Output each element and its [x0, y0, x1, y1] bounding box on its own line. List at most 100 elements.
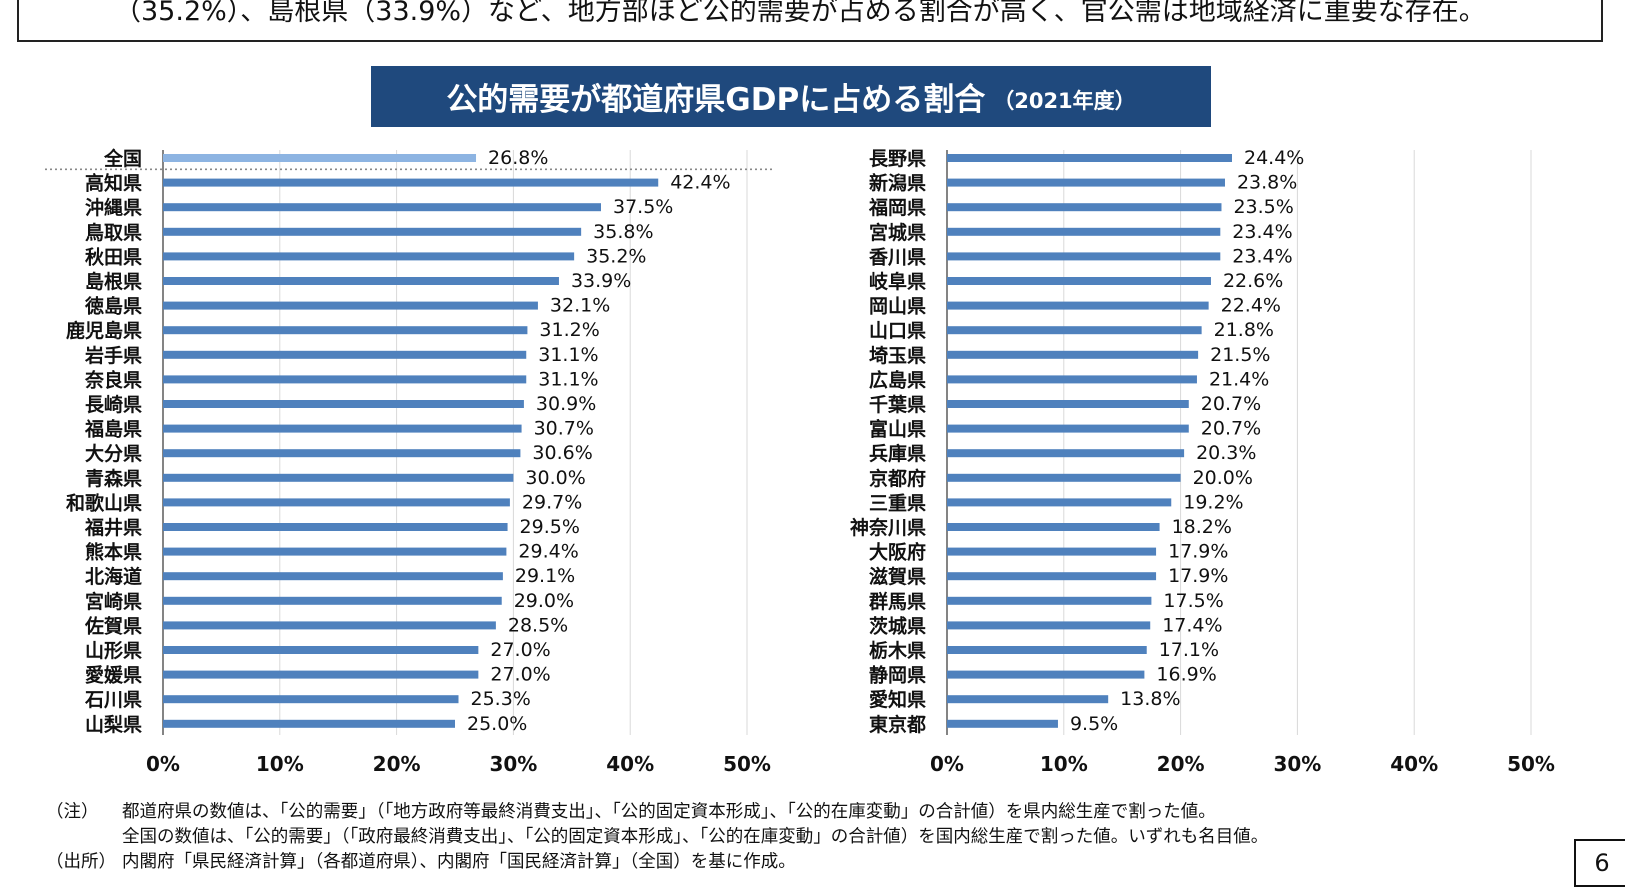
- bar: [947, 252, 1221, 261]
- bar: [947, 400, 1189, 408]
- bar: [163, 400, 524, 408]
- data-label: 29.1%: [515, 565, 575, 587]
- bar: [947, 326, 1202, 335]
- category-label: 静岡県: [869, 664, 926, 687]
- note-text: 内閣府「県民経済計算」（各都道府県）、内閣府「国民経済計算」（全国）を基に作成。: [122, 852, 796, 872]
- category-label: 高知県: [85, 172, 142, 195]
- footnotes: （注） 都道府県の数値は、「公的需要」（「地方政府等最終消費支出」、「公的固定資…: [46, 800, 1268, 875]
- x-tick-label: 40%: [1390, 752, 1438, 776]
- category-label: 栃木県: [869, 639, 926, 662]
- data-label: 30.7%: [534, 418, 594, 440]
- category-label: 兵庫県: [869, 442, 926, 465]
- category-label: 徳島県: [84, 295, 142, 318]
- data-label: 23.4%: [1232, 245, 1292, 267]
- category-label: 熊本県: [85, 541, 142, 564]
- category-label: 岐阜県: [869, 270, 926, 293]
- bar: [947, 646, 1147, 654]
- note-head: [46, 825, 122, 850]
- data-label: 23.5%: [1233, 196, 1293, 218]
- category-label: 全国: [103, 147, 142, 170]
- category-label: 茨城県: [869, 614, 926, 637]
- data-label: 30.0%: [525, 467, 585, 489]
- bar: [947, 154, 1232, 162]
- category-label: 山口県: [869, 320, 926, 342]
- category-label: 大分県: [85, 442, 142, 465]
- data-label: 17.1%: [1159, 639, 1219, 661]
- data-label: 21.5%: [1210, 344, 1270, 366]
- data-label: 17.9%: [1168, 565, 1228, 587]
- bar: [947, 719, 1058, 728]
- x-tick-label: 50%: [723, 752, 771, 776]
- data-label: 29.7%: [522, 491, 582, 513]
- data-label: 19.2%: [1183, 491, 1243, 513]
- x-tick-label: 0%: [930, 752, 964, 776]
- category-label: 滋賀県: [869, 565, 926, 588]
- category-label: 山形県: [85, 640, 142, 662]
- chart-title: 公的需要が都道府県GDPに占める割合: [446, 82, 986, 118]
- category-label: 鹿児島県: [66, 319, 142, 342]
- data-label: 27.0%: [490, 639, 550, 661]
- bar: [163, 646, 479, 654]
- category-label: 北海道: [85, 565, 142, 588]
- data-label: 17.9%: [1168, 541, 1228, 563]
- data-label: 25.3%: [471, 688, 531, 710]
- x-tick-label: 30%: [489, 752, 537, 776]
- bar: [163, 498, 510, 507]
- bar: [163, 473, 514, 482]
- category-label: 香川県: [868, 246, 926, 268]
- bar: [163, 449, 521, 458]
- data-label: 24.4%: [1244, 147, 1304, 169]
- category-label: 群馬県: [868, 590, 926, 613]
- category-label: 新潟県: [869, 172, 926, 195]
- bar: [163, 326, 528, 335]
- bar: [947, 449, 1185, 458]
- bar: [163, 670, 479, 679]
- bar-charts: 0% 10% 20% 30% 40% 50% 全国 26.8% 高知県 42.4% 沖縄県 37.5%…: [45, 147, 1555, 776]
- data-label: 17.4%: [1162, 614, 1222, 636]
- category-label: 福岡県: [868, 196, 926, 219]
- bar: [947, 350, 1199, 359]
- bar: [947, 424, 1189, 433]
- category-label: 鳥取県: [85, 221, 142, 244]
- bar: [947, 670, 1145, 679]
- category-label: 千葉県: [869, 394, 926, 416]
- bar: [163, 572, 503, 581]
- bar: [947, 301, 1209, 310]
- note-head: （注）: [46, 802, 99, 822]
- x-tick-label: 40%: [606, 752, 654, 776]
- category-label: 石川県: [84, 689, 142, 711]
- page-number: 6: [1574, 839, 1625, 887]
- category-label: 山梨県: [85, 713, 142, 736]
- bar: [947, 572, 1157, 581]
- data-label: 27.0%: [490, 664, 550, 686]
- x-tick-label: 20%: [373, 752, 421, 776]
- note-head: （出所）: [46, 852, 116, 872]
- data-label: 16.9%: [1156, 664, 1216, 686]
- category-label: 佐賀県: [84, 614, 142, 637]
- data-label: 29.0%: [514, 590, 574, 612]
- bar: [947, 596, 1152, 605]
- x-tick-label: 20%: [1157, 752, 1205, 776]
- category-label: 沖縄県: [85, 196, 142, 219]
- bar: [163, 301, 538, 310]
- data-label: 29.4%: [518, 541, 578, 563]
- bar: [947, 695, 1109, 704]
- bar: [947, 523, 1160, 531]
- category-label: 大阪府: [869, 541, 926, 564]
- category-label: 富山県: [869, 418, 926, 441]
- data-label: 20.7%: [1201, 418, 1261, 440]
- bar: [947, 203, 1222, 212]
- bar: [947, 547, 1157, 556]
- data-label: 35.8%: [593, 221, 653, 243]
- data-label: 22.6%: [1223, 270, 1283, 292]
- summary-text: （35.2%）、島根県（33.9%）など、地方部ほど公的需要が占める割合が高く、…: [114, 0, 1486, 27]
- bar: [163, 621, 496, 630]
- bar: [947, 178, 1225, 187]
- bar: [163, 547, 507, 556]
- bar: [947, 498, 1172, 507]
- note-text: 都道府県の数値は、「公的需要」（「地方政府等最終消費支出」、「公的固定資本形成」…: [122, 802, 1216, 822]
- bar: [947, 621, 1151, 630]
- x-tick-label: 30%: [1273, 752, 1321, 776]
- bar: [163, 154, 477, 162]
- category-label: 愛知県: [869, 688, 926, 711]
